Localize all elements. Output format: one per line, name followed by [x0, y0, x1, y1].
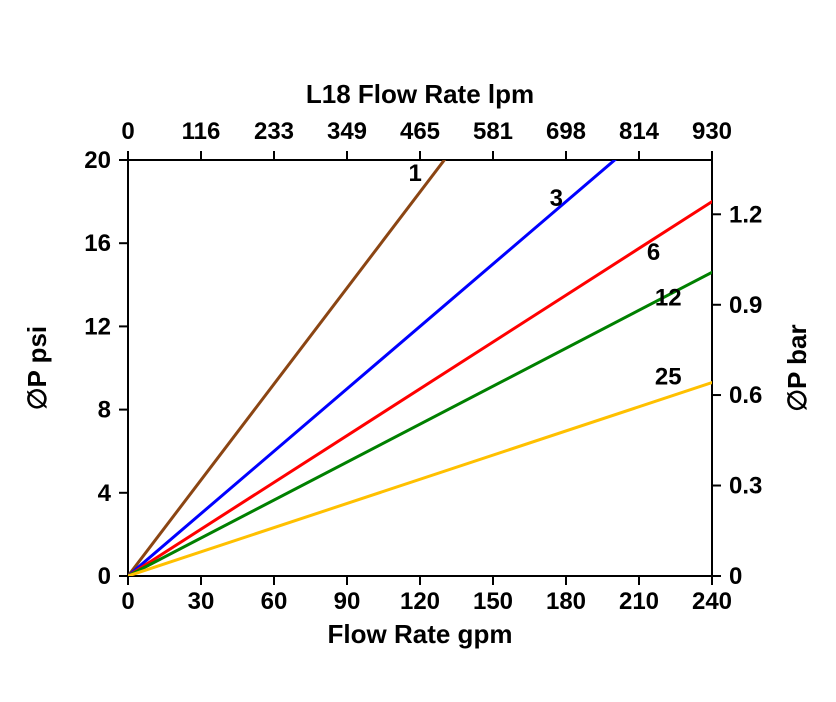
x-top-tick-label: 814 [619, 118, 660, 145]
chart-svg: 0306090120150180210240Flow Rate gpm01162… [0, 0, 836, 702]
x-bottom-tick-label: 240 [692, 588, 732, 615]
y-right-tick-label: 0 [729, 563, 742, 590]
flow-pressure-chart: 0306090120150180210240Flow Rate gpm01162… [0, 0, 836, 702]
x-bottom-tick-label: 150 [473, 588, 513, 615]
y-left-tick-label: 0 [98, 563, 111, 590]
x-top-tick-label: 581 [473, 118, 513, 145]
y-left-tick-label: 8 [98, 397, 111, 424]
x-bottom-tick-label: 90 [334, 588, 361, 615]
x-top-tick-label: 698 [546, 118, 586, 145]
y-left-tick-label: 12 [84, 313, 111, 340]
y-right-tick-label: 1.2 [729, 201, 762, 228]
x-bottom-tick-label: 210 [619, 588, 659, 615]
x-top-tick-label: 349 [327, 118, 367, 145]
y-right-tick-label: 0.9 [729, 292, 762, 319]
y-left-tick-label: 20 [84, 147, 111, 174]
x-top-tick-label: 465 [400, 118, 440, 145]
series-label-25: 25 [655, 364, 682, 391]
series-label-3: 3 [550, 185, 563, 212]
y-right-tick-label: 0.6 [729, 382, 762, 409]
x-bottom-title: Flow Rate gpm [328, 619, 513, 649]
x-bottom-tick-label: 60 [261, 588, 288, 615]
x-bottom-tick-label: 30 [188, 588, 215, 615]
series-label-12: 12 [655, 285, 682, 312]
series-label-6: 6 [647, 239, 660, 266]
series-label-1: 1 [408, 160, 421, 187]
x-top-tick-label: 930 [692, 118, 732, 145]
y-left-title: ∅P psi [22, 326, 52, 410]
x-top-tick-label: 233 [254, 118, 294, 145]
x-bottom-tick-label: 120 [400, 588, 440, 615]
x-top-title: L18 Flow Rate lpm [306, 79, 534, 109]
x-top-tick-label: 116 [182, 118, 221, 145]
x-bottom-tick-label: 0 [121, 588, 134, 615]
x-top-tick-label: 0 [121, 118, 134, 145]
y-right-tick-label: 0.3 [729, 473, 762, 500]
y-right-title: ∅P bar [782, 324, 812, 411]
y-left-tick-label: 16 [84, 230, 111, 257]
y-left-tick-label: 4 [98, 480, 112, 507]
x-bottom-tick-label: 180 [546, 588, 586, 615]
